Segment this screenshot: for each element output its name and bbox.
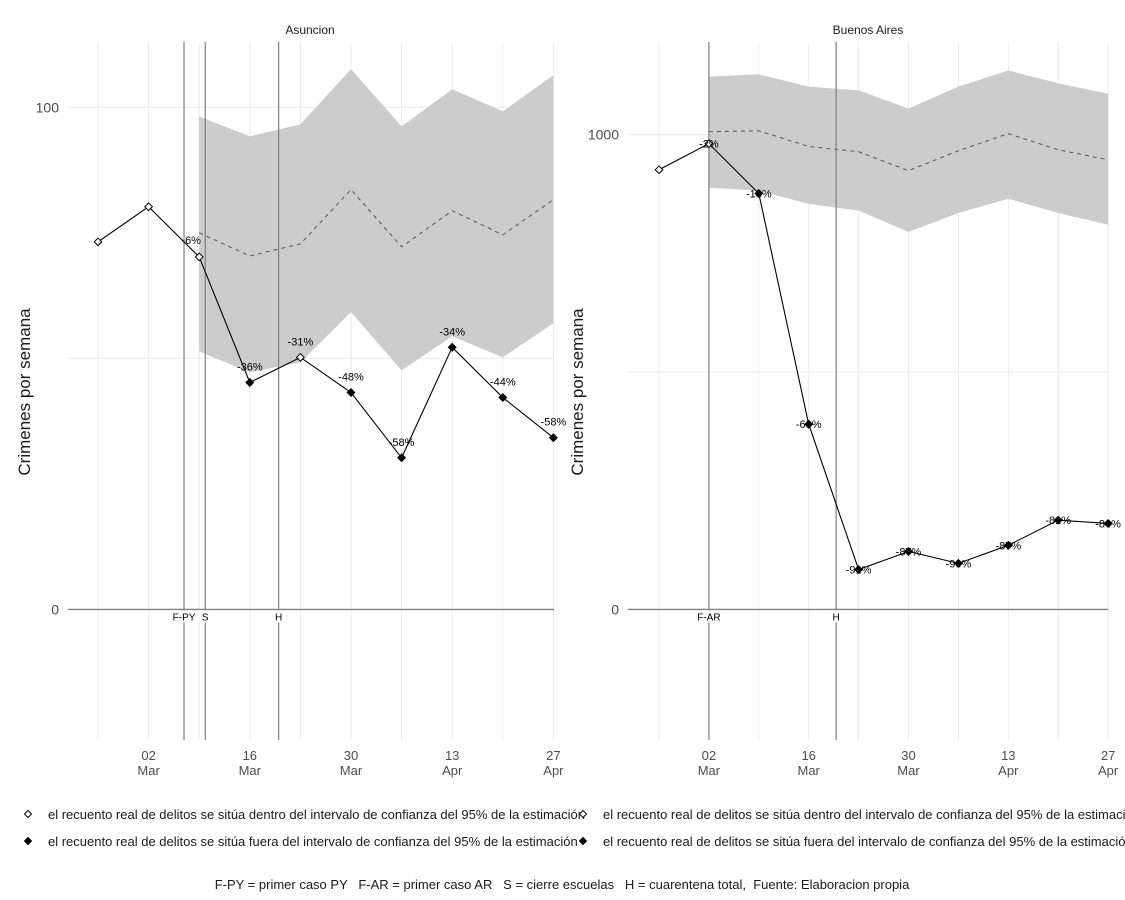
y-axis-label: Crimenes por semana: [568, 308, 587, 476]
point-outside: [498, 393, 508, 403]
x-tick-month: Apr: [1098, 763, 1119, 778]
point-label: -13%: [746, 188, 772, 200]
point-inside: [654, 165, 664, 175]
point-label: -58%: [389, 437, 415, 449]
event-label-bg: [692, 610, 726, 623]
event-label: F-PY: [173, 612, 196, 623]
panel-title: Buenos Aires: [833, 23, 904, 37]
legend-label-inside: el recuento real de delitos se sitúa den…: [603, 807, 1125, 822]
point-label: -81%: [1045, 515, 1071, 527]
point-outside: [397, 453, 407, 463]
point-label: -48%: [338, 372, 364, 384]
y-tick-label: 0: [51, 601, 59, 617]
point-label: -2%: [699, 139, 719, 151]
event-label: F-AR: [697, 612, 720, 623]
point-inside: [93, 237, 103, 247]
point-outside: [854, 565, 864, 575]
x-tick-month: Apr: [543, 763, 564, 778]
x-tick-day: 02: [141, 748, 155, 763]
forecast-line: [708, 130, 1109, 172]
point-label: -34%: [439, 326, 465, 338]
point-label: -91%: [846, 565, 872, 577]
event-label: H: [833, 612, 840, 623]
panel-asuncion: Asuncion 0 100 F-PY S H -6% -36% -31% -48% -58% -34…: [15, 23, 566, 778]
point-outside: [548, 433, 558, 443]
point-outside: [1103, 518, 1113, 528]
point-label: -60%: [796, 419, 822, 431]
x-tick-month: Mar: [340, 763, 363, 778]
point-outside: [346, 387, 356, 398]
point-inside: [295, 352, 305, 362]
legend-key-inside: [23, 809, 33, 819]
point-inside: [194, 252, 204, 262]
actual-line: [658, 142, 1109, 571]
event-label: H: [275, 612, 282, 623]
x-tick-day: 27: [546, 748, 560, 763]
confidence-band: [708, 70, 1109, 232]
y-tick-label: 100: [36, 99, 60, 115]
y-axis-label: Crimenes por semana: [15, 308, 34, 476]
caption: F-PY = primer caso PY F-AR = primer caso…: [215, 877, 910, 892]
x-tick-month: Mar: [137, 763, 160, 778]
x-tick-month: Apr: [442, 763, 463, 778]
point-label: -90%: [946, 558, 972, 570]
point-label: -87%: [995, 540, 1021, 552]
x-tick-day: 13: [445, 748, 459, 763]
x-tick-day: 13: [1001, 748, 1015, 763]
x-tick-day: 27: [1101, 748, 1115, 763]
x-tick-month: Mar: [897, 763, 920, 778]
legend: el recuento real de delitos se sitúa den…: [23, 807, 1125, 849]
point-label: -87%: [896, 546, 922, 558]
forecast-line: [198, 188, 554, 257]
legend-label-inside: el recuento real de delitos se sitúa den…: [48, 807, 585, 822]
x-tick-month: Mar: [239, 763, 262, 778]
point-label: -58%: [541, 417, 567, 429]
point-label: -31%: [288, 336, 314, 348]
legend-label-outside: el recuento real de delitos se sitúa fue…: [48, 834, 578, 849]
point-inside: [704, 139, 714, 149]
point-label: -84%: [1095, 518, 1121, 530]
legend-column: el recuento real de delitos se sitúa den…: [23, 807, 585, 849]
x-tick-month: Mar: [798, 763, 821, 778]
x-tick-month: Apr: [998, 763, 1019, 778]
point-outside: [1053, 515, 1063, 525]
point-outside: [754, 188, 764, 198]
event-label-bg: [198, 610, 212, 623]
point-label: -36%: [237, 361, 263, 373]
y-tick-label: 0: [611, 601, 619, 617]
panel-title: Asuncion: [285, 23, 334, 37]
legend-key-outside: [578, 836, 588, 846]
x-tick-day: 30: [344, 748, 358, 763]
point-outside: [804, 419, 814, 429]
point-inside: [144, 202, 154, 212]
point-label: -6%: [181, 235, 201, 247]
legend-label-outside: el recuento real de delitos se sitúa fue…: [603, 834, 1125, 849]
x-tick-day: 16: [243, 748, 257, 763]
actual-line: [97, 205, 554, 459]
x-tick-month: Mar: [698, 763, 721, 778]
point-label: -44%: [490, 377, 516, 389]
point-outside: [447, 342, 457, 352]
confidence-band: [199, 69, 554, 373]
legend-key-outside: [23, 836, 33, 846]
point-outside: [1003, 540, 1013, 550]
point-outside: [903, 546, 914, 556]
x-tick-day: 30: [901, 748, 915, 763]
event-label-bg: [167, 610, 201, 623]
x-tick-day: 16: [801, 748, 815, 763]
point-outside: [953, 558, 963, 568]
legend-column: el recuento real de delitos se sitúa den…: [578, 807, 1125, 849]
x-tick-day: 02: [702, 748, 716, 763]
point-outside: [245, 377, 255, 387]
event-label-bg: [829, 610, 843, 623]
panel-buenos-aires: Buenos Aires 0 1000 F-AR H -2% -13% -60% -91% -87…: [568, 23, 1121, 778]
event-label-bg: [272, 610, 286, 623]
event-label: S: [202, 612, 209, 623]
legend-key-inside: [578, 809, 588, 819]
y-tick-label: 1000: [588, 127, 619, 143]
